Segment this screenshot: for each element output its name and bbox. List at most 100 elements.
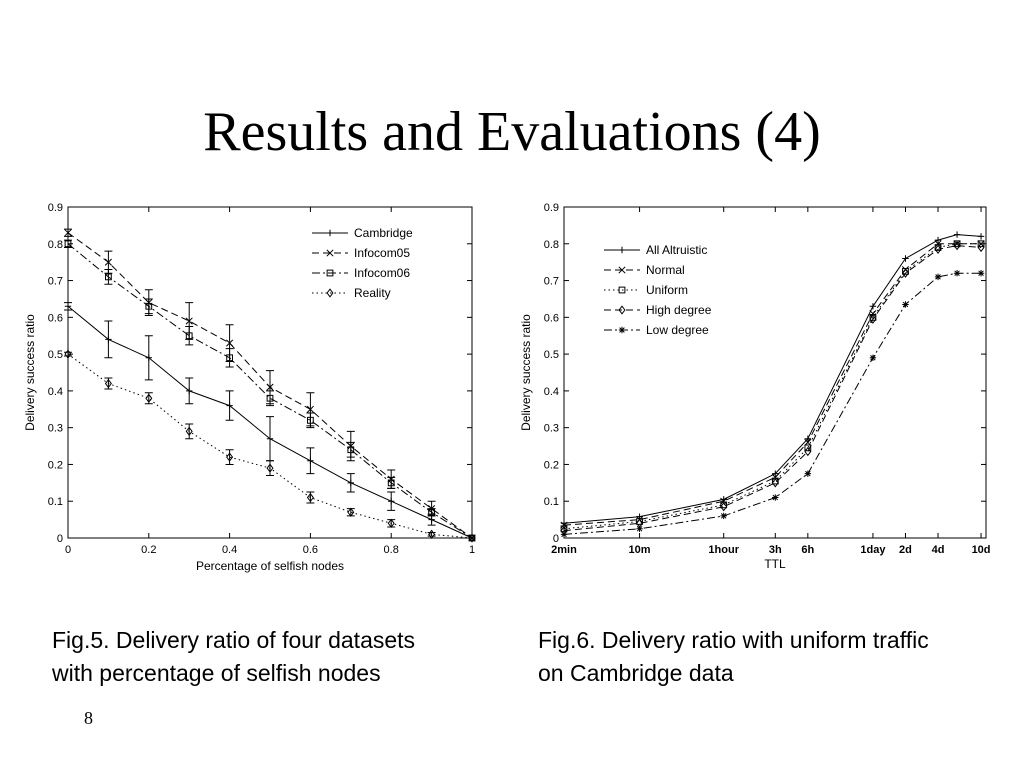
data-point	[869, 314, 877, 324]
data-point	[64, 303, 72, 310]
legend-label: Infocom06	[354, 266, 410, 280]
y-tick-label: 0.9	[544, 202, 559, 214]
error-bar	[104, 269, 113, 285]
error-bar	[266, 390, 274, 407]
y-tick-label: 0.7	[544, 276, 559, 288]
y-tick-label: 0	[57, 533, 63, 545]
legend-marker	[326, 288, 334, 298]
x-tick-label: 2d	[899, 544, 912, 556]
slide-title: Results and Evaluations (4)	[203, 101, 821, 163]
legend-label: Infocom05	[354, 246, 410, 260]
error-bar	[185, 423, 194, 440]
series-line	[67, 243, 473, 539]
series-line	[563, 234, 982, 524]
x-axis-label: TTL	[764, 557, 786, 571]
data-point	[804, 470, 812, 477]
series-line	[563, 272, 982, 535]
data-point	[977, 242, 985, 253]
data-point	[307, 457, 314, 464]
legend-label: Cambridge	[354, 226, 413, 240]
y-tick-label: 0.5	[544, 349, 559, 361]
y-tick-label: 0.6	[48, 312, 63, 324]
data-point	[468, 533, 476, 543]
x-tick-label: 2min	[551, 544, 577, 556]
data-point	[771, 478, 779, 488]
plot-frame	[563, 206, 987, 539]
legend-label: Reality	[354, 286, 391, 300]
legend-marker	[618, 266, 626, 274]
series-line	[563, 245, 982, 532]
data-point	[105, 336, 112, 343]
data-point	[772, 470, 779, 477]
data-point	[428, 516, 435, 523]
x-tick-label: 1hour	[708, 544, 739, 556]
data-point	[934, 244, 942, 254]
data-point	[869, 303, 877, 310]
data-point	[953, 240, 961, 248]
page-number: 8	[84, 708, 93, 728]
data-point	[953, 270, 961, 277]
data-point	[560, 521, 568, 529]
data-point	[720, 501, 728, 509]
data-point	[902, 301, 909, 308]
data-point	[266, 463, 274, 473]
x-tick-label: 0.6	[303, 544, 318, 556]
data-point	[387, 518, 395, 528]
error-bar	[185, 326, 194, 346]
data-point	[953, 231, 961, 238]
y-tick-label: 0.1	[544, 496, 559, 508]
error-bar	[306, 412, 315, 429]
legend-marker	[326, 249, 334, 257]
data-point	[105, 273, 112, 281]
caption-fig5: Fig.5. Delivery ratio of four datasets w…	[52, 624, 415, 690]
data-point	[869, 354, 877, 361]
data-point	[185, 317, 193, 325]
legend-marker	[326, 269, 334, 277]
data-point	[347, 446, 355, 454]
data-point	[347, 479, 354, 487]
data-point	[307, 416, 314, 424]
data-point	[145, 393, 153, 403]
data-point	[388, 498, 395, 505]
y-tick-label: 0.5	[48, 349, 63, 361]
error-bar	[225, 449, 234, 465]
data-point	[185, 332, 193, 340]
data-point	[266, 383, 274, 391]
error-bar	[266, 460, 274, 476]
data-point	[934, 273, 942, 281]
data-point	[902, 255, 909, 262]
data-point	[804, 446, 812, 457]
data-point	[902, 267, 909, 275]
data-point	[771, 477, 779, 485]
error-bar	[387, 476, 396, 489]
y-axis-label: Delivery success ratio	[23, 314, 37, 431]
data-point	[306, 492, 314, 503]
data-point	[387, 479, 395, 487]
y-tick-label: 0.3	[544, 423, 559, 435]
y-tick-label: 0.2	[48, 459, 63, 471]
data-point	[720, 502, 728, 512]
error-bar	[64, 351, 72, 357]
caption-fig5-line1: Fig.5. Delivery ratio of four datasets	[52, 627, 416, 653]
chart-delivery-vs-selfish: 0 0.1 0.2 0.3 0.4 0.5 0.6 0.7 0.8 0.9 Delivery suc…	[23, 202, 476, 573]
data-point	[266, 435, 274, 442]
data-point	[560, 525, 568, 533]
series-line	[563, 243, 982, 530]
data-point	[226, 339, 234, 347]
data-point	[934, 240, 942, 248]
data-point	[804, 438, 812, 446]
legend-marker	[618, 326, 626, 334]
data-point	[772, 494, 779, 501]
legend-marker	[618, 246, 626, 254]
data-point	[901, 268, 909, 278]
data-point	[347, 507, 355, 517]
y-tick-label: 0.7	[48, 276, 63, 288]
data-point	[226, 402, 233, 409]
data-point	[720, 512, 727, 520]
caption-fig6: Fig.6. Delivery ratio with uniform traff…	[538, 624, 929, 690]
y-tick-label: 0.6	[544, 312, 559, 324]
data-point	[64, 229, 72, 237]
chart-delivery-vs-ttl: 0 0.1 0.2 0.3 0.4 0.5 0.6 0.7 0.8 0.9 Delivery suc…	[519, 202, 991, 571]
data-point	[869, 310, 877, 318]
x-tick-label: 0	[65, 544, 71, 556]
